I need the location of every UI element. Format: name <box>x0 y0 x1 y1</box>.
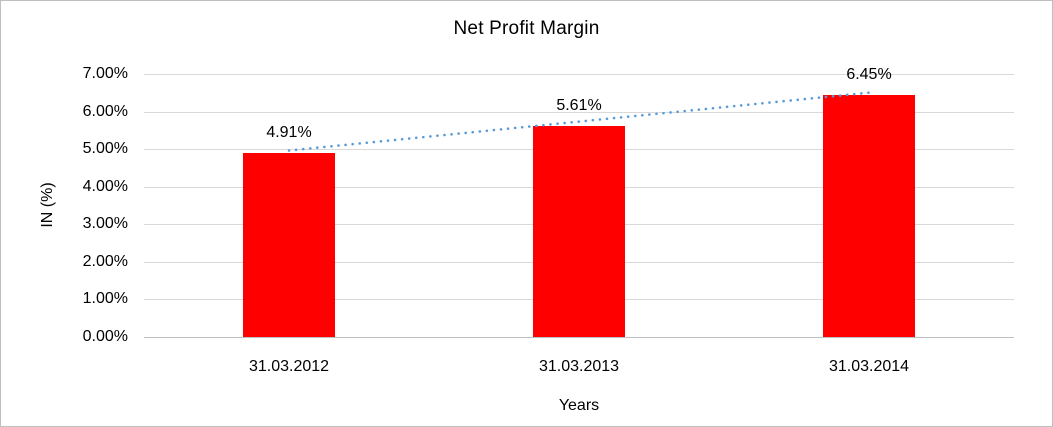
y-tick-label: 1.00% <box>82 290 128 308</box>
x-axis-line <box>144 337 1014 338</box>
x-axis-title: Years <box>558 397 600 414</box>
y-tick-label: 5.00% <box>82 140 128 158</box>
bar-value-label: 6.45% <box>846 65 892 83</box>
y-tick-label: 6.00% <box>82 102 128 120</box>
y-tick-label: 3.00% <box>82 215 128 233</box>
x-tick-label: 31.03.2013 <box>538 358 620 375</box>
bar <box>243 152 335 337</box>
y-tick-label: 4.00% <box>82 177 128 195</box>
bar <box>533 126 625 337</box>
bar-value-label: 4.91% <box>266 123 312 141</box>
y-tick-label: 7.00% <box>82 65 128 82</box>
chart-title: Net Profit Margin <box>453 18 600 39</box>
y-tick-label: 2.00% <box>82 252 128 270</box>
bar-value-label: 5.61% <box>556 97 602 115</box>
x-tick-label: 31.03.2012 <box>248 358 330 375</box>
gridline <box>144 74 1014 75</box>
y-tick-label: 0.00% <box>82 328 128 345</box>
x-tick-label: 31.03.2014 <box>828 358 910 375</box>
bar <box>823 94 915 337</box>
